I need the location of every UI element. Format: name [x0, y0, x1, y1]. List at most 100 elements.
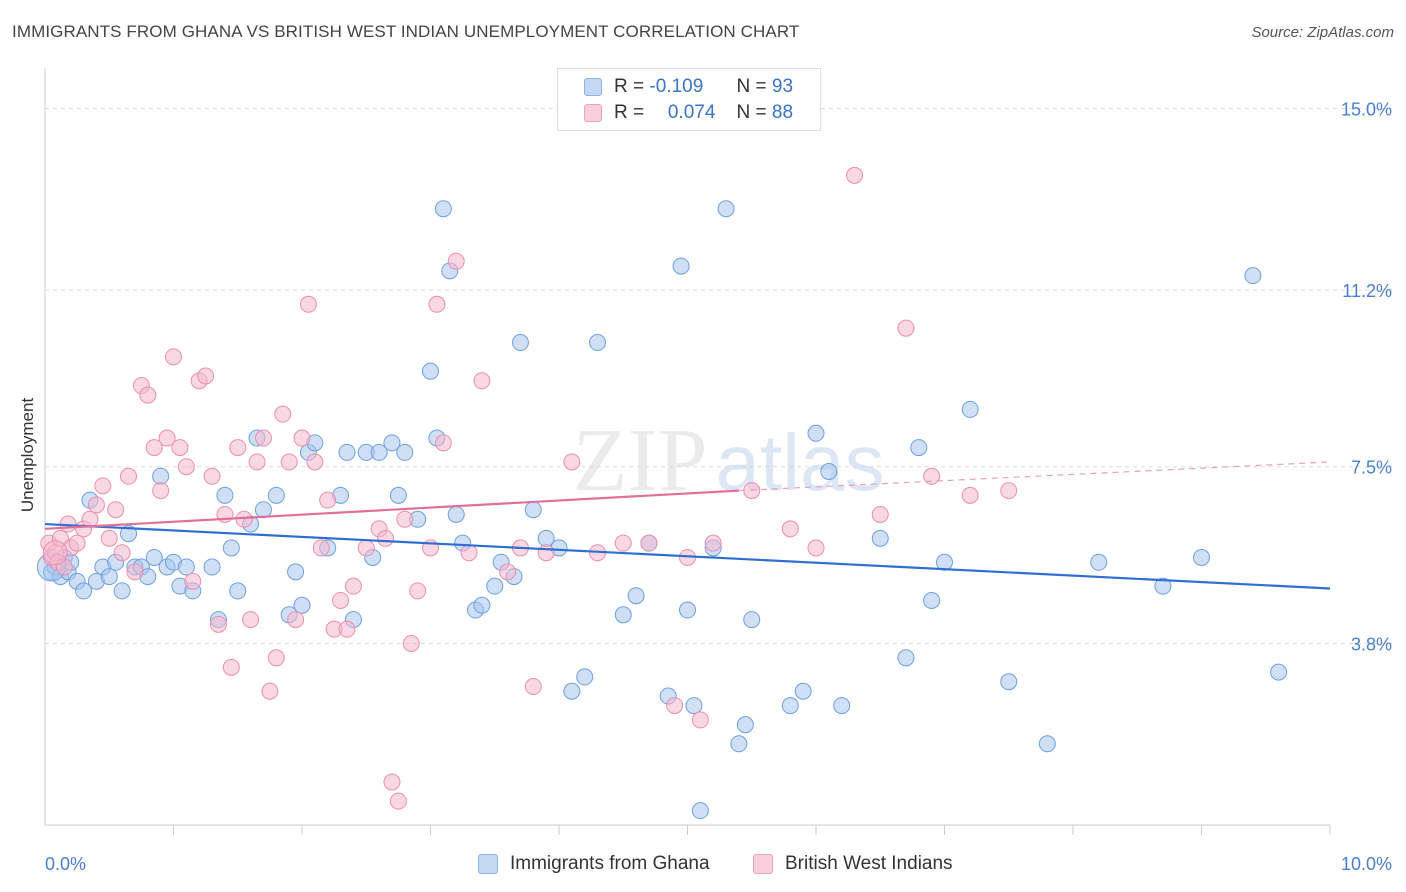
data-point: [370, 443, 388, 461]
data-point: [145, 548, 163, 566]
chart-title: IMMIGRANTS FROM GHANA VS BRITISH WEST IN…: [12, 22, 800, 41]
data-point: [871, 529, 889, 547]
data-point: [113, 544, 131, 562]
data-point: [120, 467, 138, 485]
axes: [44, 68, 1331, 835]
data-point: [781, 697, 799, 715]
data-point: [145, 439, 163, 457]
data-point: [209, 615, 227, 633]
data-point: [589, 334, 607, 352]
data-point: [100, 529, 118, 547]
data-point: [389, 486, 407, 504]
data-point: [691, 711, 709, 729]
data-point: [704, 534, 722, 552]
data-point: [94, 477, 112, 495]
data-point: [177, 558, 195, 576]
data-point: [897, 649, 915, 667]
data-point: [537, 544, 555, 562]
data-point: [807, 424, 825, 442]
data-point: [235, 510, 253, 528]
data-point: [691, 802, 709, 820]
data-point: [87, 496, 105, 514]
data-point: [100, 568, 118, 586]
data-point: [685, 697, 703, 715]
data-point: [781, 520, 799, 538]
data-point: [794, 682, 812, 700]
data-point: [730, 735, 748, 753]
data-point: [113, 582, 131, 600]
bottom-legend-swatch-bwi: [753, 854, 773, 874]
data-point: [312, 539, 330, 557]
y-tick-label: 7.5%: [1351, 458, 1392, 478]
data-point: [248, 453, 266, 471]
data-point: [165, 348, 182, 366]
legend-row-ghana: R = -0.109 N = 93: [584, 75, 793, 99]
bottom-legend-label-ghana: Immigrants from Ghana: [510, 853, 710, 874]
data-point: [332, 591, 350, 609]
data-point: [396, 510, 414, 528]
data-point: [447, 505, 465, 523]
data-point: [743, 611, 761, 629]
data-point: [242, 611, 260, 629]
y-axis-label: Unemployment: [18, 397, 37, 513]
data-point: [254, 429, 272, 447]
data-point: [267, 486, 285, 504]
y-tick-label: 11.2%: [1342, 281, 1392, 301]
data-point: [280, 453, 298, 471]
data-point: [447, 252, 465, 270]
data-point: [897, 319, 915, 337]
data-point: [299, 295, 317, 313]
data-point: [422, 362, 439, 380]
watermark-atlas: atlas: [716, 418, 885, 507]
stats-legend: R = -0.109 N = 93 R = 0.074 N = 88: [557, 68, 821, 131]
data-point: [222, 539, 240, 557]
data-point: [627, 587, 645, 605]
data-point: [736, 716, 754, 734]
legend-swatch-ghana: [584, 78, 602, 96]
data-point: [807, 539, 825, 557]
source-label: Source: ZipAtlas.com: [1251, 24, 1394, 41]
data-point: [524, 501, 542, 519]
y-tick-label: 3.8%: [1351, 634, 1392, 654]
data-point: [871, 505, 889, 523]
legend-r-label: R =: [614, 102, 645, 123]
data-point: [1090, 553, 1108, 571]
data-point: [396, 443, 414, 461]
data-point: [389, 792, 407, 810]
data-point: [473, 372, 491, 390]
trend-lines: [44, 461, 1331, 590]
data-point: [820, 462, 838, 480]
data-point: [42, 540, 68, 566]
data-point: [1038, 735, 1056, 753]
data-point: [614, 534, 632, 552]
data-point: [402, 634, 420, 652]
series-bwi-points: [40, 166, 1018, 810]
data-point: [158, 429, 176, 447]
data-point: [120, 525, 138, 543]
data-point: [184, 572, 202, 590]
data-point: [1000, 482, 1018, 500]
legend-r-value: 0.074: [667, 102, 716, 123]
data-point: [216, 486, 234, 504]
legend-n-value: 88: [771, 102, 794, 123]
legend-r-value: -0.109: [649, 76, 704, 97]
data-point: [428, 295, 446, 313]
data-point: [961, 486, 979, 504]
data-point: [222, 658, 240, 676]
data-point: [344, 577, 362, 595]
data-point: [434, 434, 452, 452]
legend-row-bwi: R = 0.074 N = 88: [584, 101, 793, 125]
x-tick-label: 0.0%: [45, 854, 86, 874]
data-point: [511, 334, 529, 352]
data-point: [409, 582, 427, 600]
data-point: [126, 563, 144, 581]
data-point: [614, 606, 632, 624]
grid-lines: [45, 107, 1392, 644]
data-point: [229, 582, 247, 600]
data-point: [319, 491, 337, 509]
data-point: [563, 682, 581, 700]
data-point: [107, 501, 125, 519]
data-point: [717, 200, 735, 218]
tick-labels: 3.8% 7.5% 11.2% 15.0% 0.0% 10.0%: [45, 99, 1392, 874]
